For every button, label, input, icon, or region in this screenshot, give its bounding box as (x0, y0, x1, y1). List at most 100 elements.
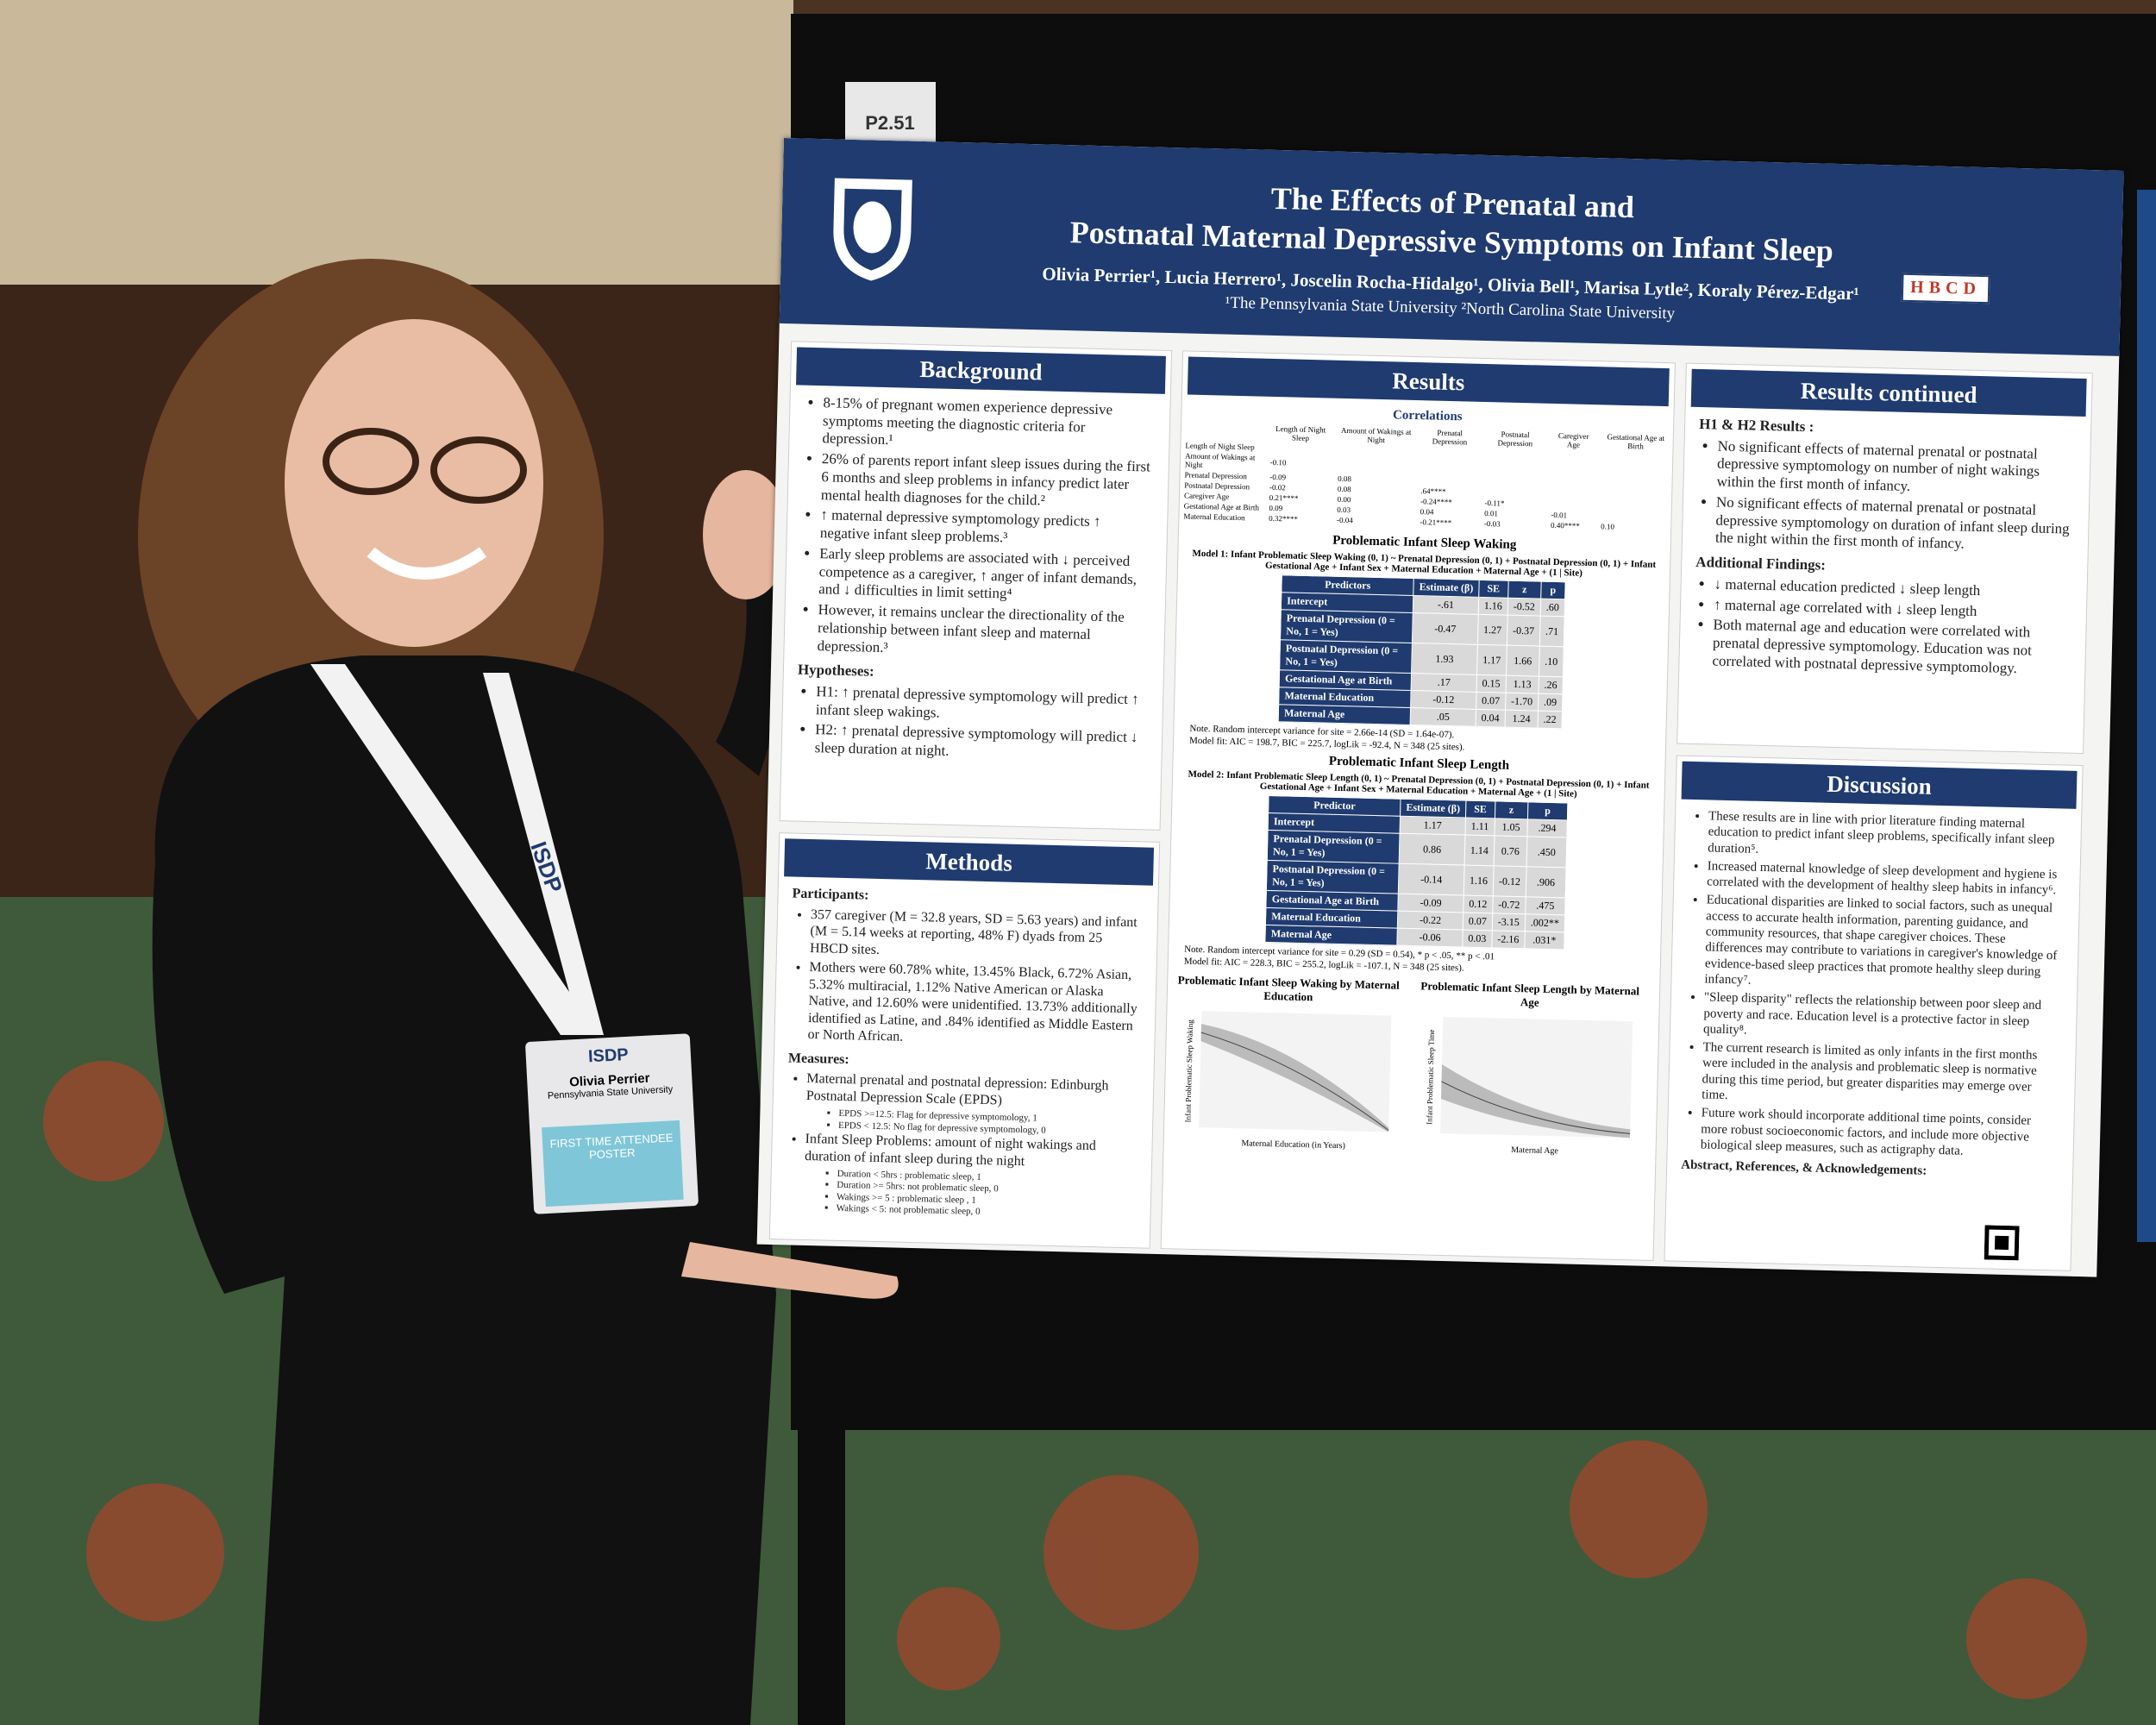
table-cell: 0.32**** (1269, 513, 1299, 524)
header-cell: Estimate (β) (1400, 799, 1466, 819)
table-cell: .10 (1539, 646, 1564, 677)
table-cell: Maternal Education (1183, 511, 1245, 523)
table-cell: -0.52 (1507, 598, 1541, 617)
table-cell: 0.15 (1476, 674, 1507, 693)
badge-org: ISDP (587, 1044, 630, 1067)
table-cell: 1.17 (1476, 644, 1507, 676)
results-continued-section: Results continued H1 & H2 Results : No s… (1677, 362, 2093, 755)
correlation-table: Length of Night Sleep Amount of Wakings a… (1179, 421, 1673, 533)
table-cell: Postnatal Depression (0 = No, 1 = Yes) (1279, 639, 1413, 674)
plot-y-label: Infant Problematic Sleep Waking (1183, 1019, 1194, 1123)
bullet: Maternal prenatal and postnatal depressi… (806, 1070, 1140, 1112)
plot-y-label: Infant Problematic Sleep Time (1425, 1029, 1436, 1124)
table-cell: -3.15 (1492, 913, 1526, 932)
table-cell: -0.12 (1493, 865, 1526, 897)
bullet-list: H1: ↑ prenatal depressive symptomology w… (795, 683, 1149, 766)
header-cell: Length of Night Sleep (1275, 424, 1326, 442)
section-heading: Background (796, 347, 1166, 394)
table-cell: 0.12 (1463, 895, 1494, 913)
table-cell: .26 (1538, 676, 1564, 694)
footer: Abstract, References, & Acknowledgements… (1681, 1158, 1927, 1178)
results-section: Results Correlations Length of Night Sle… (1160, 350, 1676, 1262)
plot-title: Problematic Infant Sleep Length by Mater… (1420, 979, 1640, 1009)
header-cell: p (1527, 801, 1568, 820)
section-heading: Discussion (1681, 761, 2078, 809)
bullet: No significant effects of maternal prena… (1715, 493, 2075, 555)
carpet-pattern (43, 1061, 2087, 1699)
table-cell: -2.16 (1491, 930, 1526, 949)
glasses (430, 436, 527, 504)
bullet: ↑ maternal depressive symptomology predi… (820, 507, 1154, 551)
table-cell: -0.47 (1412, 612, 1479, 645)
table-cell: .031* (1524, 931, 1565, 950)
bullet: Educational disparities are linked to so… (1704, 893, 2065, 996)
table-cell: Postnatal Depression (0 = No, 1 = Yes) (1266, 860, 1400, 894)
table-cell: .60 (1540, 599, 1565, 617)
poster-header: The Effects of Prenatal and Postnatal Ma… (779, 138, 2124, 356)
poster: The Effects of Prenatal and Postnatal Ma… (756, 138, 2124, 1277)
table-cell: Prenatal Depression (0 = No, 1 = Yes) (1280, 609, 1413, 643)
bullet-list: No significant effects of maternal prena… (1696, 437, 2077, 556)
table-cell: 0.04 (1475, 709, 1506, 728)
bullet: Mothers were 60.78% white, 13.45% Black,… (807, 959, 1142, 1051)
table-cell: 1.24 (1504, 710, 1539, 729)
table-cell: .294 (1526, 819, 1568, 837)
lower-hand (681, 1242, 899, 1299)
table-cell: 1.17 (1400, 816, 1466, 836)
bullet: "Sleep disparity" reflects the relations… (1703, 990, 2063, 1046)
table-cell: .71 (1539, 616, 1565, 647)
discussion-section: Discussion These results are in line wit… (1664, 755, 2084, 1271)
badge: ISDP Olivia Perrier Pennsylvania State U… (524, 1033, 699, 1214)
bullet: The current research is limited as only … (1702, 1040, 2062, 1112)
header-cell: SE (1478, 580, 1509, 599)
section-heading: Methods (784, 838, 1155, 886)
bullet: 8-15% of pregnant women experience depre… (822, 394, 1156, 456)
header-cell: Postnatal Depression (1497, 430, 1533, 448)
plot-x-label: Maternal Age (1511, 1145, 1559, 1156)
bullet: Both maternal age and education were cor… (1712, 617, 2071, 679)
booth-label: P2.51 (865, 112, 915, 134)
hand (703, 470, 789, 599)
header-cell: p (1540, 581, 1566, 599)
table-cell: 1.93 (1411, 643, 1478, 675)
booth-tag (845, 82, 936, 147)
table-cell: 0.07 (1476, 692, 1506, 711)
table-cell: -0.12 (1410, 690, 1476, 710)
table-cell: -0.72 (1492, 895, 1526, 914)
table-cell: 0.86 (1399, 833, 1465, 866)
table-cell: Prenatal Depression (0 = No, 1 = Yes) (1267, 830, 1401, 864)
bullet: H1: ↑ prenatal depressive symptomology w… (816, 683, 1150, 727)
bullet: 357 caregiver (M = 32.8 years, SD = 5.63… (810, 906, 1144, 965)
bullet: 26% of parents report infant sleep issue… (821, 450, 1155, 512)
table-cell: .450 (1526, 836, 1567, 868)
plot-graphics: Maternal Education (in Years) Maternal A… (1183, 1011, 1633, 1156)
section-heading: Results continued (1690, 368, 2087, 417)
bullet: H2: ↑ prenatal depressive symptomology w… (814, 722, 1148, 766)
table-cell: 1.66 (1506, 645, 1540, 677)
table-cell: 1.13 (1505, 675, 1539, 694)
header-cell: z (1507, 580, 1542, 599)
header-cell: SE (1465, 800, 1495, 819)
table-cell: -0.06 (1397, 928, 1463, 947)
board-stand (798, 1380, 845, 1725)
bullet-list: ↓ maternal education predicted ↓ sleep l… (1693, 575, 2073, 679)
face (285, 319, 543, 647)
bullet-list: 357 caregiver (M = 32.8 years, SD = 5.63… (788, 906, 1144, 1051)
bullet: Early sleep problems are associated with… (818, 545, 1152, 607)
glasses (323, 428, 419, 495)
table-cell: -0.10 (1269, 457, 1287, 467)
bullet-list: Duration < 5hrs : problematic sleep, 1Du… (785, 1167, 1138, 1222)
table-cell: .475 (1525, 896, 1566, 915)
header-cell: Caregiver Age (1557, 431, 1589, 449)
bullet: Infant Sleep Problems: amount of night w… (805, 1131, 1138, 1172)
table-cell: -0.21**** (1420, 518, 1452, 528)
model-table: Predictors Estimate (β) SE z p Intercept -.61 1… (1278, 574, 1566, 729)
header-cell: Amount of Wakings at Night (1341, 425, 1412, 445)
background-section: Background 8-15% of pregnant women exper… (779, 341, 1173, 831)
table-cell: .09 (1538, 693, 1563, 712)
plots: Problematic Infant Sleep Waking by Mater… (1164, 973, 1660, 1157)
table-cell: 0.10 (1601, 522, 1615, 531)
table-cell: .002** (1525, 913, 1565, 932)
hbcd-logo: HBCD (1901, 273, 1990, 304)
qr-code (1984, 1225, 2020, 1261)
